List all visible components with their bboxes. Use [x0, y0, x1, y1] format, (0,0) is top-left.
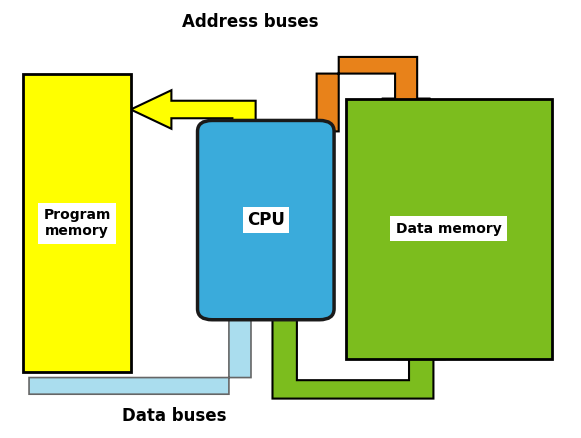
- FancyBboxPatch shape: [346, 99, 552, 359]
- Text: CPU: CPU: [247, 211, 285, 229]
- Text: Data buses: Data buses: [122, 407, 227, 425]
- FancyBboxPatch shape: [23, 74, 131, 372]
- Text: Data memory: Data memory: [396, 222, 502, 236]
- Text: Address buses: Address buses: [182, 13, 318, 31]
- Polygon shape: [317, 57, 431, 131]
- Polygon shape: [131, 90, 256, 131]
- Text: Program
memory: Program memory: [44, 208, 110, 238]
- FancyBboxPatch shape: [198, 120, 334, 320]
- Polygon shape: [29, 289, 262, 394]
- Polygon shape: [260, 287, 446, 399]
